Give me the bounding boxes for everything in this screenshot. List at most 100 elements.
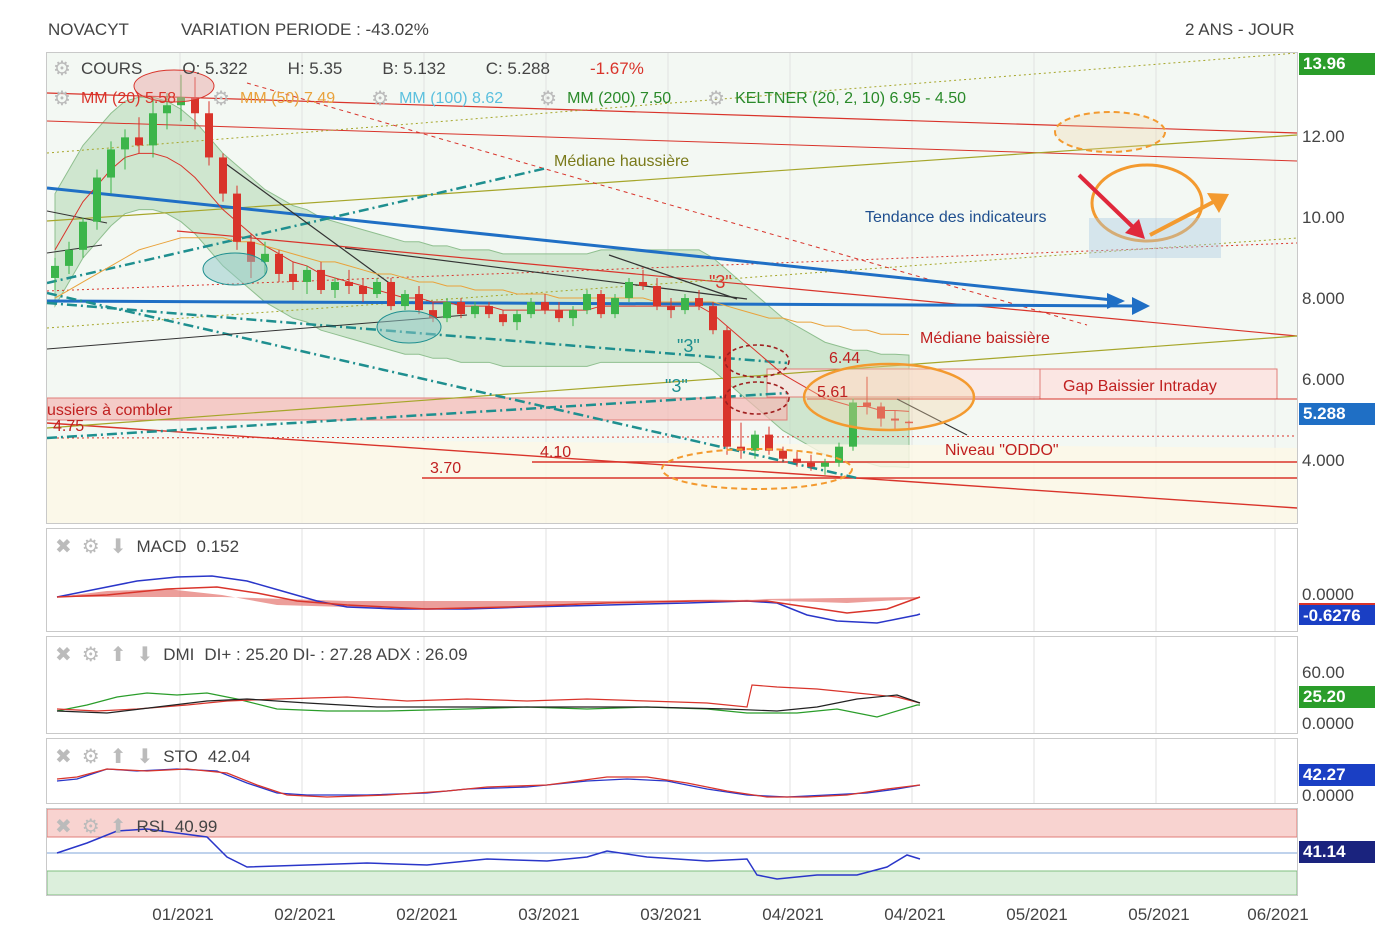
rsi-gear-icon[interactable]: ⚙ [81,816,100,838]
candle [681,298,689,311]
macd-close-icon[interactable]: ✖ [55,536,72,558]
olive-dotted-top [47,53,1297,154]
candle [877,406,885,419]
dmi-gear-icon[interactable]: ⚙ [81,644,100,666]
sto-up-arrow-icon[interactable]: ⬆ [109,746,127,768]
candle [275,253,283,274]
mm200-gear-icon[interactable]: ⚙ [539,88,558,110]
macd-panel[interactable]: ✖ ⚙ ⬇ MACD 0.152 [46,528,1298,632]
rsi-value: 40.99 [174,817,218,836]
mm50-label[interactable]: MM (50) 7.49 [240,90,336,107]
macd-down-arrow-icon[interactable]: ⬇ [109,536,127,558]
x-tick-7: 05/2021 [1006,905,1068,924]
price-tick-10: 10.00 [1302,208,1345,227]
mm100-label[interactable]: MM (100) 8.62 [399,90,504,107]
red-down-arrowhead [1125,219,1145,239]
sto-panel[interactable]: ✖ ⚙ ⬆ ⬇ STO 42.04 [46,738,1298,804]
candle [191,97,199,114]
candle [821,462,829,467]
rsi-up-arrow-icon[interactable]: ⬆ [109,816,127,838]
sto-value: 42.04 [207,747,251,766]
mm20-label[interactable]: MM (20) 5.58 [80,90,177,107]
macd-badge: -0.6276 [1299,603,1375,625]
candle [107,149,115,178]
candle [359,285,367,295]
candle [625,281,633,299]
level-561-label: 5.61 [817,384,848,401]
candle [331,281,339,291]
dmi-plus-line [56,692,920,718]
candle [205,113,213,158]
mm50-gear-icon[interactable]: ⚙ [212,88,231,110]
candle [261,253,269,262]
macd-histogram [57,589,920,609]
candle [457,302,465,315]
rsi-line [56,828,921,880]
candle [513,314,521,323]
candle [667,306,675,311]
candle [653,285,661,307]
tendance-label: Tendance des indicateurs [865,209,1046,226]
adx-line [56,694,921,714]
mm200-label[interactable]: MM (200) 7.50 [567,90,672,107]
sto-gear-icon[interactable]: ⚙ [81,746,100,768]
dmi-header: ✖ ⚙ ⬆ ⬇ DMI DI+ : 25.20 DI- : 27.28 ADX … [55,645,468,665]
rsi-close-icon[interactable]: ✖ [55,816,72,838]
highlight-ellipse-teal-2 [376,310,442,344]
keltner-label[interactable]: KELTNER (20, 2, 10) 6.95 - 4.50 [735,90,966,107]
candle [373,281,381,295]
price-panel[interactable]: Médiane haussière Tendance des indicateu… [46,52,1298,524]
sto-chart [56,739,1276,803]
candle [233,193,241,242]
price-chart[interactable]: Médiane haussière Tendance des indicateu… [47,53,1297,523]
black-line-6 [896,398,968,436]
sto-close-icon[interactable]: ✖ [55,746,72,768]
candle [443,302,451,319]
candle [485,306,493,315]
highlight-ellipse-orange-top [1054,111,1166,153]
dmi-badge: 25.20 [1299,686,1375,708]
macd-value: 0.152 [196,537,240,556]
price-top-badge: 13.96 [1299,53,1375,75]
keltner-gear-icon[interactable]: ⚙ [707,88,726,110]
candle [345,281,353,286]
dmi-up-arrow-icon[interactable]: ⬆ [109,644,127,666]
highlight-ellipse-orange-trend [1090,163,1204,243]
x-tick-6: 04/2021 [884,905,946,924]
teal-dashdot-fall [47,291,858,480]
sto-down-arrow-icon[interactable]: ⬇ [136,746,154,768]
variation-periode: VARIATION PERIODE : -43.02% [181,20,429,39]
candle [79,221,87,250]
red-dotted-mid [47,242,1297,292]
cours-gear-icon[interactable]: ⚙ [53,58,71,80]
mm100-gear-icon[interactable]: ⚙ [371,88,390,110]
high-value: H: 5.35 [287,59,343,78]
dmi-down-arrow-icon[interactable]: ⬇ [136,644,154,666]
three-label-a: "3" [709,272,732,292]
candle [527,302,535,315]
candle [555,310,563,319]
dmi-panel[interactable]: ✖ ⚙ ⬆ ⬇ DMI DI+ : 25.20 DI- : 27.28 ADX … [46,636,1298,734]
mm20-line [54,152,910,412]
x-tick-2: 02/2021 [396,905,458,924]
candle [247,241,255,262]
cours-label: COURS [80,59,143,78]
teal-dashdot-mid [47,301,788,365]
rsi-panel[interactable]: ✖ ⚙ ⬆ RSI 40.99 [46,808,1298,896]
level-370-label: 3.70 [430,460,461,477]
olive-median-line-low [47,335,1297,429]
rsi-overbought-zone [47,809,1297,838]
dmi-close-icon[interactable]: ✖ [55,644,72,666]
candle [471,306,479,315]
mm20-gear-icon[interactable]: ⚙ [53,88,71,110]
macd-gear-icon[interactable]: ⚙ [81,536,100,558]
black-line-2 [221,160,393,286]
price-tick-4: 4.000 [1302,451,1345,470]
period-selector[interactable]: 2 ANS - JOUR [1185,20,1295,39]
change-value: -1.67% [589,59,644,78]
red-down-arrow [1077,173,1139,233]
red-trendline-low [47,422,1297,509]
rsi-header: ✖ ⚙ ⬆ RSI 40.99 [55,817,217,837]
sto-axis-bottom: 0.0000 [1302,786,1354,805]
candle [121,137,129,150]
